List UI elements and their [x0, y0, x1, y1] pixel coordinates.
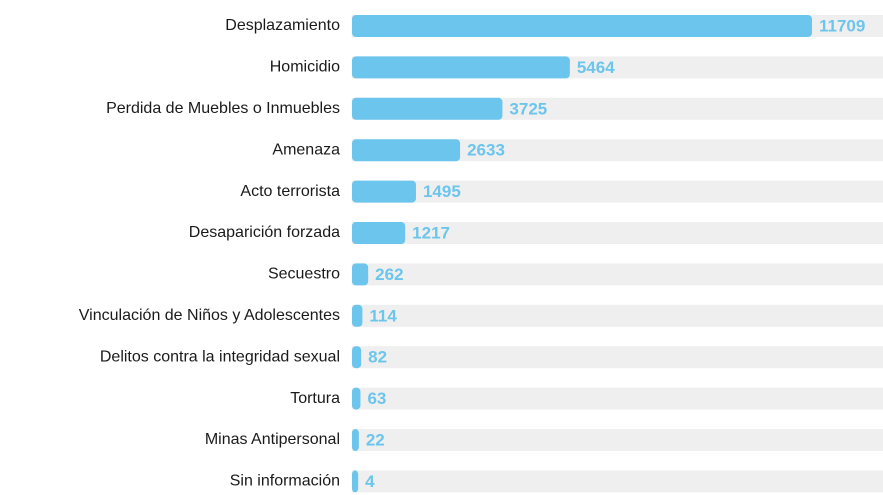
bar: [352, 387, 361, 410]
bar: [352, 222, 406, 244]
value-label: 1495: [423, 182, 461, 201]
value-label: 63: [367, 389, 386, 408]
category-label: Amenaza: [272, 141, 340, 158]
bar: [352, 56, 570, 79]
value-label: 22: [366, 430, 385, 449]
bar-track: [352, 139, 883, 162]
category-label: Secuestro: [268, 266, 340, 283]
bar: [352, 97, 503, 120]
bar: [352, 139, 461, 162]
value-label: 3725: [509, 99, 547, 118]
bar: [352, 429, 359, 451]
bar: [352, 263, 369, 286]
category-label: Sin información: [230, 473, 340, 490]
bar-track: [352, 387, 883, 410]
value-label: 4: [365, 472, 375, 491]
category-label: Acto terrorista: [240, 183, 340, 200]
category-label: Perdida de Muebles o Inmuebles: [106, 100, 340, 117]
value-label: 11709: [819, 16, 865, 35]
bar: [352, 15, 812, 37]
bar-track: [352, 263, 883, 286]
bar-track: [352, 429, 883, 451]
bar: [352, 304, 363, 327]
category-label: Vinculación de Niños y Adolescentes: [79, 307, 340, 324]
value-label: 114: [369, 306, 397, 325]
category-label: Delitos contra la integridad sexual: [100, 348, 340, 365]
value-label: 262: [375, 265, 403, 284]
category-label: Desplazamiento: [225, 17, 340, 34]
category-label: Tortura: [290, 390, 340, 407]
category-label: Desaparición forzada: [189, 224, 340, 241]
value-label: 2633: [467, 141, 505, 160]
bar: [352, 180, 416, 203]
value-label: 82: [368, 348, 387, 367]
value-label: 5464: [577, 58, 615, 77]
bar-track: [352, 346, 883, 369]
bar-track: [352, 304, 883, 327]
category-label: Minas Antipersonal: [205, 431, 340, 448]
value-label: 1217: [412, 223, 450, 242]
bar: [352, 470, 359, 493]
bar: [352, 346, 362, 369]
bar-track: [352, 180, 883, 203]
bar-track: [352, 470, 883, 493]
category-label: Homicidio: [270, 59, 340, 76]
bar-track: [352, 222, 883, 244]
